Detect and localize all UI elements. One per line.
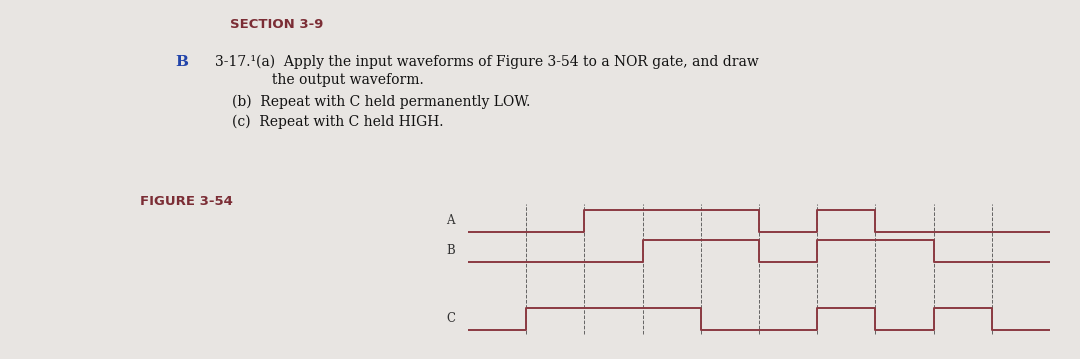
Text: B: B xyxy=(446,244,455,257)
Text: (b)  Repeat with C held permanently LOW.: (b) Repeat with C held permanently LOW. xyxy=(232,95,530,109)
Text: SECTION 3-9: SECTION 3-9 xyxy=(230,18,323,31)
Text: C: C xyxy=(446,312,455,326)
Text: the output waveform.: the output waveform. xyxy=(215,73,423,87)
Text: 3-17.¹(a)  Apply the input waveforms of Figure 3-54 to a NOR gate, and draw: 3-17.¹(a) Apply the input waveforms of F… xyxy=(215,55,759,69)
Text: (c)  Repeat with C held HIGH.: (c) Repeat with C held HIGH. xyxy=(232,115,444,129)
Text: A: A xyxy=(446,214,455,228)
Text: FIGURE 3-54: FIGURE 3-54 xyxy=(140,195,233,208)
Text: B: B xyxy=(175,55,188,69)
